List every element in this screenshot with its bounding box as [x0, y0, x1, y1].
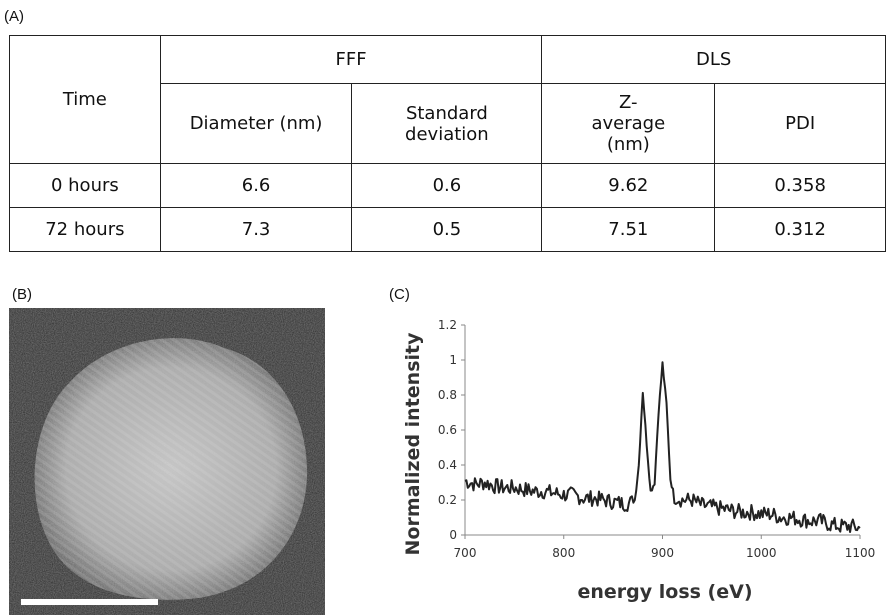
sd-cell: 0.5: [351, 207, 543, 252]
microscopy-image: [9, 308, 325, 615]
scale-bar: [21, 599, 158, 605]
y-tick-label: 0.6: [438, 423, 457, 437]
y-axis-label: Normalized intensity: [402, 332, 424, 556]
table-row: 72 hours 7.3 0.5 7.51 0.312: [9, 207, 886, 252]
panel-label-a: (A): [4, 8, 24, 25]
zavg-cell: 7.51: [541, 207, 716, 252]
results-table: Time FFF DLS Diameter (nm) Standard devi…: [9, 35, 886, 252]
time-cell: 0 hours: [9, 163, 161, 208]
pdi-cell: 0.312: [714, 207, 886, 252]
sd-header: Standard deviation: [351, 83, 543, 164]
zavg-cell: 9.62: [541, 163, 716, 208]
nanoparticle-micrograph: [9, 308, 325, 615]
diameter-cell: 7.3: [159, 207, 353, 252]
x-tick-label: 900: [651, 546, 674, 560]
eels-spectrum-chart: 0 0.2 0.4 0.6 0.8 1 1.2 700 800 900 1000 1100 Norma…: [402, 318, 875, 603]
x-tick-label: 1000: [746, 546, 777, 560]
spectrum-line: [464, 361, 861, 533]
pdi-cell: 0.358: [714, 163, 886, 208]
table-row: 0 hours 6.6 0.6 9.62 0.358: [9, 163, 886, 208]
time-cell: 72 hours: [9, 207, 161, 252]
pdi-header: PDI: [714, 83, 886, 164]
sd-cell: 0.6: [351, 163, 543, 208]
zavg-header: Z-average (nm): [541, 83, 716, 164]
y-tick-label: 0: [449, 528, 457, 542]
fff-group-header: FFF: [159, 35, 543, 84]
x-tick-label: 1100: [845, 546, 876, 560]
panel-label-c: (C): [389, 286, 410, 303]
dls-group-header: DLS: [541, 35, 886, 84]
diameter-cell: 6.6: [159, 163, 353, 208]
x-tick-label: 800: [552, 546, 575, 560]
diameter-header: Diameter (nm): [159, 83, 353, 164]
y-tick-label: 1.2: [438, 318, 457, 332]
panel-label-b: (B): [12, 286, 32, 303]
y-tick-label: 0.2: [438, 493, 457, 507]
y-tick-label: 0.4: [438, 458, 457, 472]
x-tick-label: 700: [454, 546, 477, 560]
time-header: Time: [9, 35, 161, 164]
x-axis-label: energy loss (eV): [577, 581, 752, 603]
plot-area: 0 0.2 0.4 0.6 0.8 1 1.2 700 800 900 1000 1100: [438, 318, 875, 560]
y-tick-label: 1: [449, 353, 457, 367]
y-tick-label: 0.8: [438, 388, 457, 402]
